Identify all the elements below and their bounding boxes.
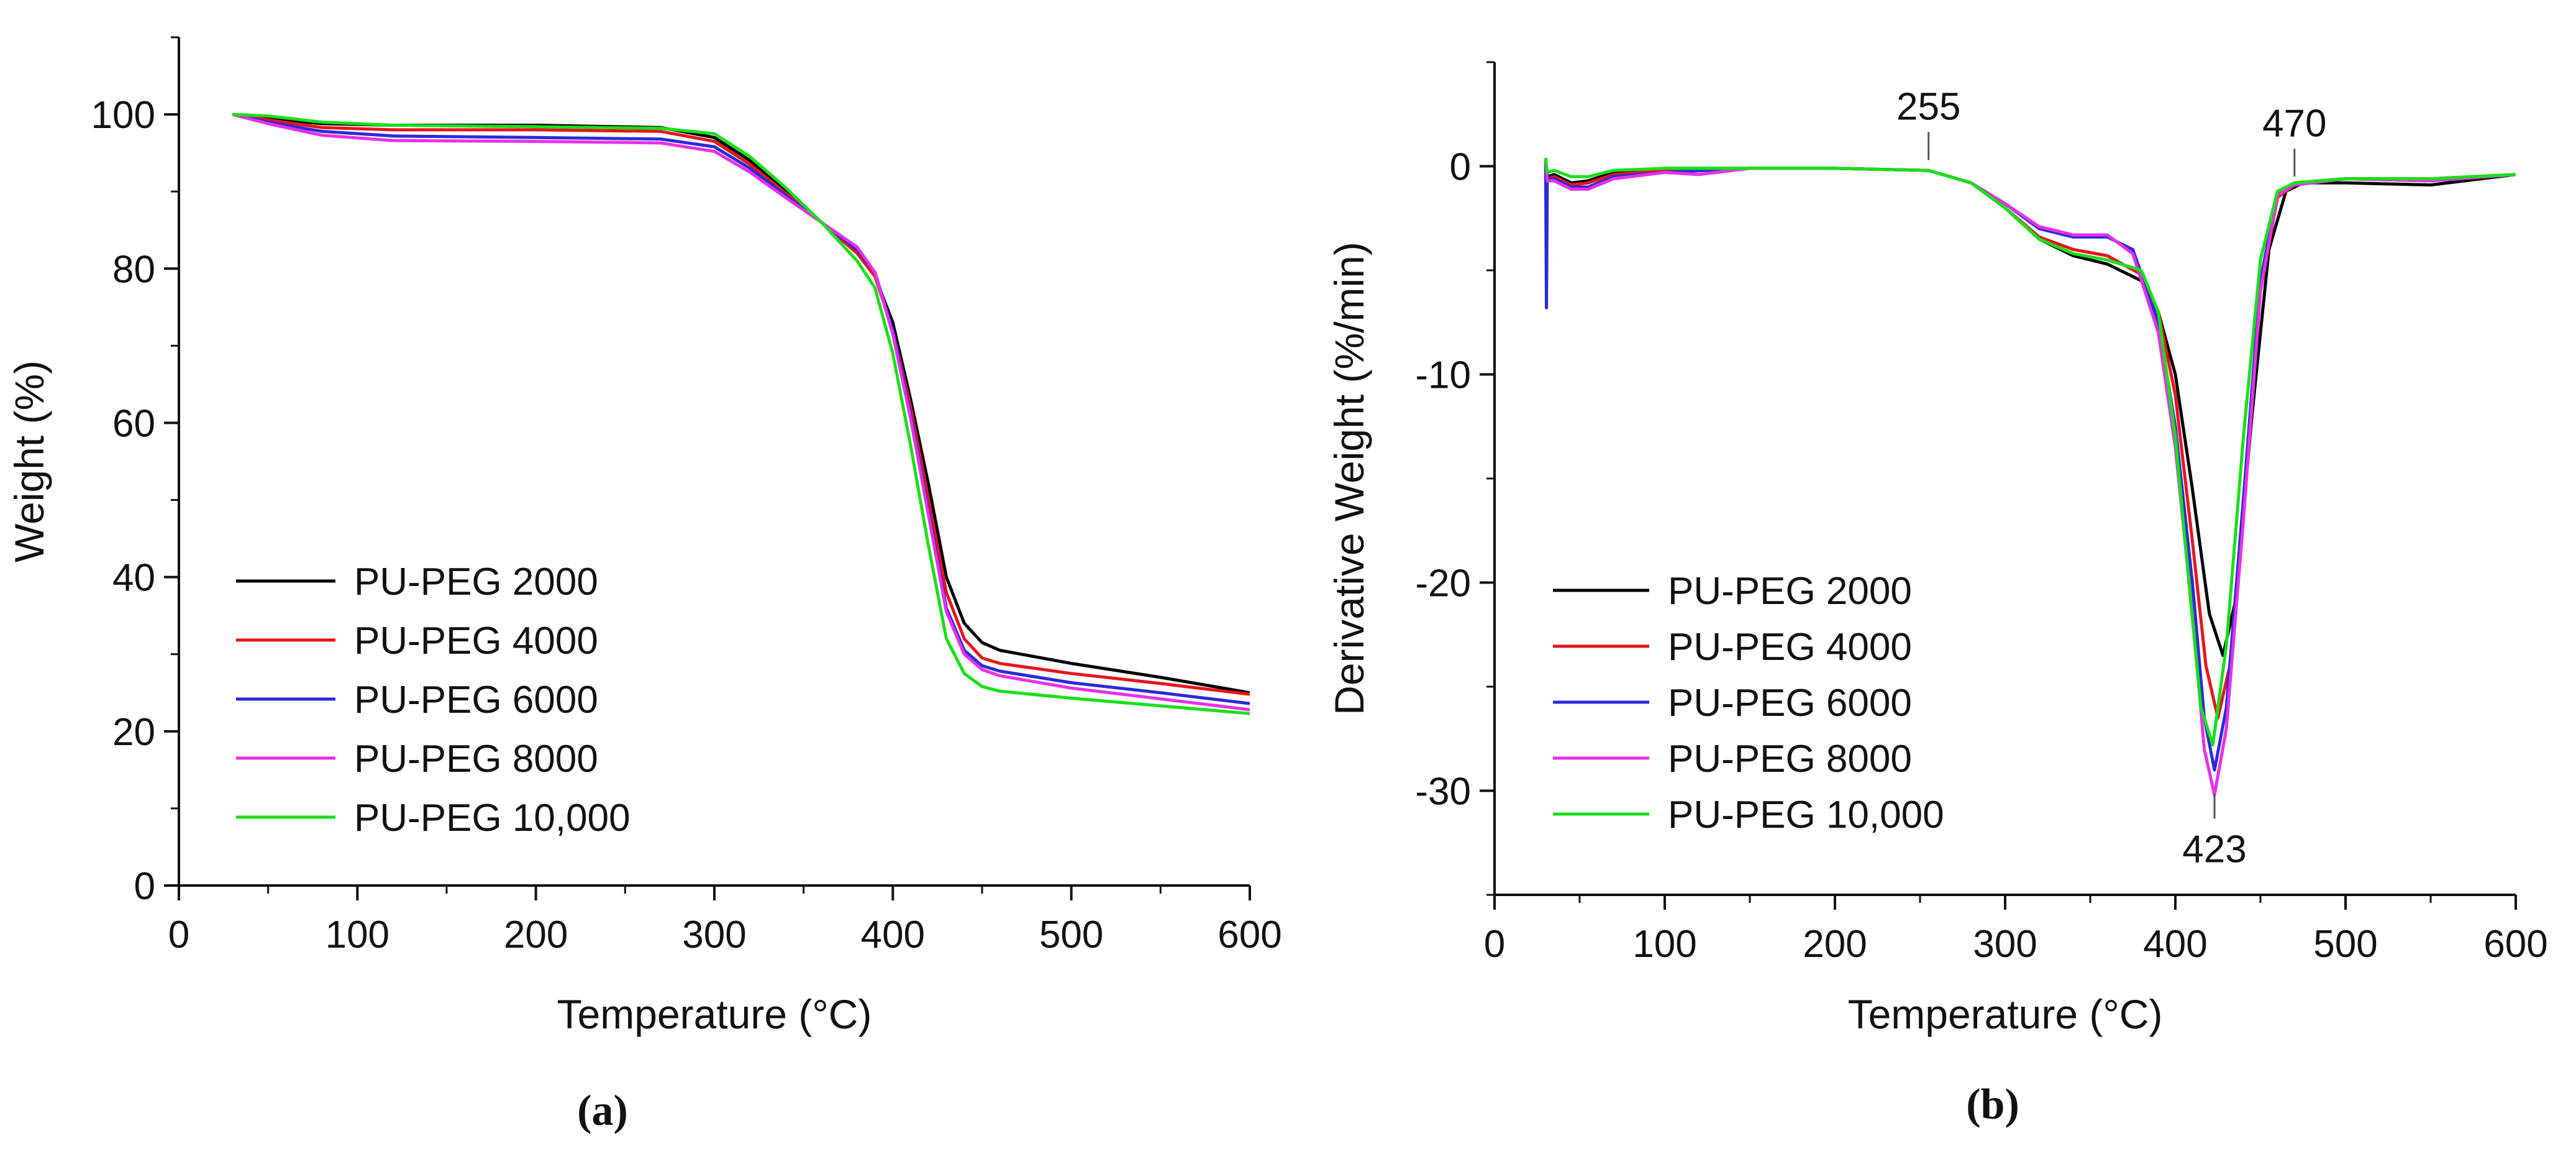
legend-label: PU-PEG 8000	[1668, 738, 1912, 780]
x-tick-label: 0	[1484, 923, 1505, 966]
annotation-label: 470	[2262, 102, 2326, 145]
series-line-4	[232, 112, 1250, 715]
legend-label: PU-PEG 6000	[354, 679, 598, 721]
legend-label: PU-PEG 6000	[1668, 682, 1912, 725]
series-line-0	[1544, 160, 2516, 657]
x-tick-label: 100	[1632, 923, 1696, 966]
x-axis-title: Temperature (°C)	[557, 991, 872, 1037]
x-axis-title: Temperature (°C)	[1848, 991, 2163, 1037]
x-tick-label: 200	[1803, 923, 1867, 966]
series-line-4	[1544, 157, 2516, 747]
legend-label: PU-PEG 8000	[354, 738, 598, 780]
x-tick-label: 300	[682, 913, 746, 956]
x-tick-label: 100	[325, 913, 389, 956]
y-tick-label: 80	[112, 248, 155, 291]
series-line-3	[1544, 160, 2516, 797]
legend-label: PU-PEG 4000	[354, 620, 598, 662]
y-tick-label: 20	[112, 711, 155, 754]
panel-label: (a)	[577, 1087, 628, 1135]
y-tick-label: 60	[112, 402, 155, 445]
legend-label: PU-PEG 10,000	[354, 797, 630, 840]
y-axis-title: Derivative Weight (%/min)	[1326, 242, 1372, 715]
panel-b: 0 100 200 300 400 500 600 -30 -20 -10 0 Temperature…	[1326, 61, 2548, 1128]
y-tick-label: 0	[134, 865, 155, 908]
panel-label: (b)	[1966, 1081, 2019, 1128]
legend-label: PU-PEG 10,000	[1668, 794, 1944, 836]
y-tick-label: -10	[1415, 354, 1471, 397]
legend-label: PU-PEG 4000	[1668, 626, 1912, 669]
x-tick-label: 400	[861, 913, 925, 956]
series-line-2	[1544, 162, 2516, 772]
legend-label: PU-PEG 2000	[1668, 570, 1912, 613]
y-tick-label: 40	[112, 557, 155, 600]
x-tick-label: 600	[1217, 913, 1281, 956]
annotation-label: 255	[1896, 86, 1960, 129]
x-tick-label: 0	[168, 913, 189, 956]
x-tick-label: 200	[504, 913, 568, 956]
legend-label: PU-PEG 2000	[354, 561, 598, 603]
x-tick-label: 500	[1039, 913, 1103, 956]
x-tick-label: 300	[1973, 923, 2037, 966]
series-line-3	[232, 112, 1250, 712]
y-tick-label: -20	[1415, 562, 1471, 605]
annotation-label: 423	[2182, 828, 2246, 871]
x-tick-label: 400	[2143, 923, 2207, 966]
y-axis-title: Weight (%)	[6, 360, 52, 562]
panel-a: 0 100 200 300 400 500 600 0 20 40 60 80 100 Temperatu…	[6, 36, 1282, 1135]
series-line-1	[232, 112, 1250, 696]
y-tick-label: -30	[1415, 771, 1471, 813]
x-tick-label: 500	[2313, 923, 2377, 966]
x-tick-label: 600	[2483, 923, 2547, 966]
y-tick-label: 100	[91, 94, 155, 137]
y-tick-label: 0	[1450, 146, 1471, 189]
